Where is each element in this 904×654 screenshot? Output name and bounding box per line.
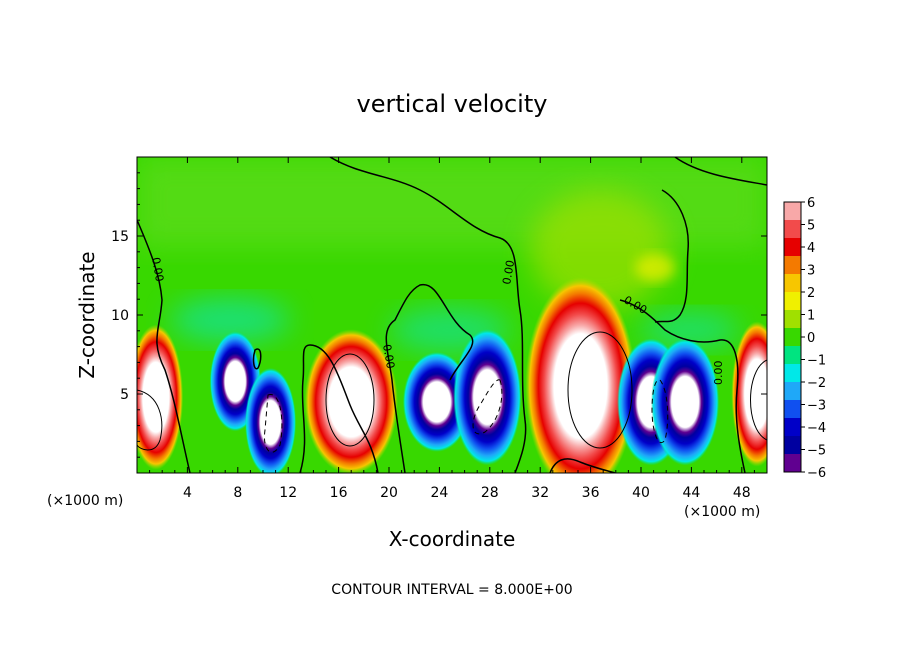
x-tick-label: 20 (380, 485, 398, 501)
updraft-cell (731, 321, 767, 467)
colorbar-tick-label: 4 (807, 241, 815, 256)
contour-label: 0.00 (712, 361, 725, 386)
positive-contour (137, 389, 163, 451)
x-axis-label: X-coordinate (389, 527, 516, 551)
zero-contour-line (619, 299, 746, 473)
zero-contour-line (299, 344, 379, 473)
colorbar-swatch (784, 382, 801, 401)
negative-contour (472, 379, 503, 435)
colorbar-tick-label: 6 (807, 196, 815, 211)
downdraft-cell (651, 338, 720, 466)
downdraft-cell (402, 351, 471, 452)
y-tick-label: 10 (111, 308, 129, 324)
chart-title: vertical velocity (357, 90, 548, 118)
colorbar-swatch (784, 292, 801, 311)
colorbar: 6 5 4 3 2 1 0 −1 −2 −3 −4 −5 −6 (783, 196, 826, 481)
y-tick-label: 5 (120, 387, 129, 403)
y-tick-label: 15 (111, 229, 129, 245)
zero-contour-line (329, 157, 527, 473)
updraft-cell (304, 329, 398, 473)
y-axis-ticks: 5 10 15 (111, 172, 767, 458)
x-tick-label: 8 (233, 485, 242, 501)
inner-contours (137, 331, 767, 453)
colorbar-swatch (784, 364, 801, 383)
colorbar-tick-label: −5 (807, 444, 826, 459)
colorbar-swatch (784, 328, 801, 347)
contour-label: 0.00 (500, 259, 517, 285)
downdraft-cell (453, 329, 522, 466)
zero-contours (137, 157, 767, 473)
contour-interval-note: CONTOUR INTERVAL = 8.000E+00 (331, 582, 572, 598)
colorbar-swatch (784, 400, 801, 419)
velocity-field (137, 157, 767, 473)
zero-contour-line (549, 458, 616, 473)
zero-contour-line (674, 157, 767, 186)
colorbar-tick-label: 0 (807, 331, 815, 346)
x-tick-label: 36 (582, 485, 600, 501)
x-tick-label: 24 (430, 485, 448, 501)
x-tick-label: 48 (733, 485, 751, 501)
x-unit-right: (×1000 m) (684, 504, 760, 520)
colorbar-tick-label: −6 (807, 466, 826, 481)
zero-contour-line (137, 219, 191, 473)
positive-contour (325, 353, 375, 447)
x-tick-label: 16 (330, 485, 348, 501)
contour-labels: 0.00 0.00 0.00 0.00 0.00 (149, 256, 725, 385)
downdraft-cell (245, 367, 297, 473)
colorbar-tick-label: 5 (807, 219, 815, 234)
x-tick-label: 4 (183, 485, 192, 501)
colorbar-tick-label: −4 (807, 421, 826, 436)
colorbar-swatch (784, 436, 801, 455)
colorbar-tick-label: 2 (807, 286, 815, 301)
x-tick-label: 44 (682, 485, 700, 501)
colorbar-swatch (784, 202, 801, 221)
colorbar-swatch (784, 256, 801, 275)
x-tick-label: 28 (481, 485, 499, 501)
x-axis-ticks: 4 8 12 16 20 24 28 32 36 40 44 48 (149, 157, 755, 501)
colorbar-tick-label: −1 (807, 354, 826, 369)
colorbar-swatch (784, 220, 801, 239)
negative-contour (651, 379, 669, 443)
x-tick-label: 40 (632, 485, 650, 501)
colorbar-swatch (784, 238, 801, 257)
positive-contour (567, 331, 633, 449)
contour-label: 0.00 (149, 256, 166, 282)
zero-contour-line (252, 348, 262, 370)
contour-label: 0.00 (380, 343, 397, 369)
negative-contour (263, 394, 283, 453)
colorbar-swatch (784, 310, 801, 329)
colorbar-tick-label: −3 (807, 399, 826, 414)
colorbar-tick-label: 3 (807, 264, 815, 279)
colorbar-swatch (784, 346, 801, 365)
colorbar-tick-label: 1 (807, 309, 815, 324)
colorbar-tick-label: −2 (807, 376, 826, 391)
zero-contour-line (654, 189, 689, 323)
x-unit-left: (×1000 m) (47, 493, 123, 509)
updraft-cell (525, 277, 636, 473)
y-axis-label: Z-coordinate (75, 251, 99, 378)
updraft-cell (137, 324, 184, 470)
colorbar-swatch (784, 418, 801, 437)
zero-contour-line (385, 284, 474, 473)
positive-contour (750, 359, 767, 441)
x-tick-label: 12 (279, 485, 297, 501)
x-tick-label: 32 (531, 485, 549, 501)
colorbar-swatch (784, 454, 801, 473)
colorbar-swatch (784, 274, 801, 293)
